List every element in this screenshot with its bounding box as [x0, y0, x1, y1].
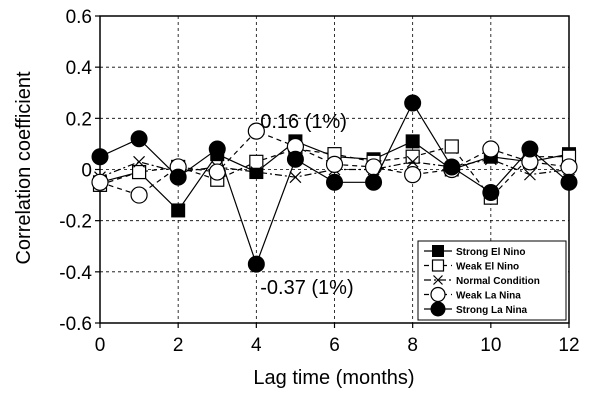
legend-marker — [433, 275, 443, 285]
x-axis-ticks: 0 2 4 6 8 10 12 — [95, 323, 580, 356]
data-point-normal-condition — [523, 168, 536, 181]
data-point-strong-la-nina — [247, 255, 265, 273]
x-tick-label: 2 — [173, 335, 184, 356]
data-point-weak-el-nino — [249, 154, 264, 169]
x-axis-title: Lag time (months) — [253, 367, 414, 389]
y-tick-label: 0.4 — [66, 58, 93, 79]
legend-item: Weak El Nino — [424, 259, 519, 273]
data-point-strong-la-nina — [482, 184, 500, 202]
series-layer — [91, 94, 578, 273]
data-point-strong-la-nina — [521, 140, 539, 158]
data-point-weak-el-nino — [405, 149, 420, 164]
data-point-strong-la-nina — [404, 94, 422, 112]
legend-label: Weak El Nino — [456, 262, 519, 273]
x-tick-label: 4 — [251, 335, 262, 356]
annotation-label: -0.37 (1%) — [260, 277, 353, 299]
y-tick-label: -0.4 — [59, 263, 92, 284]
data-point-strong-la-nina — [208, 140, 226, 158]
legend-marker — [430, 286, 446, 303]
data-point-strong-la-nina — [326, 173, 343, 191]
y-axis-title: Correlation coefficient — [13, 71, 35, 265]
data-point-weak-la-nina — [364, 158, 383, 176]
data-point-strong-la-nina — [443, 158, 461, 176]
x-tick-label: 6 — [329, 335, 340, 356]
data-point-normal-condition — [406, 155, 419, 168]
legend-item: Weak La Nina — [424, 286, 521, 303]
data-point-strong-la-nina — [169, 168, 187, 186]
data-point-strong-el-nino — [171, 203, 186, 218]
x-tick-label: 12 — [558, 335, 579, 356]
data-point-weak-la-nina — [247, 122, 265, 140]
data-point-strong-la-nina — [130, 130, 148, 148]
data-point-weak-el-nino — [444, 139, 459, 154]
x-tick-label: 0 — [95, 335, 106, 356]
data-point-strong-la-nina — [91, 148, 109, 166]
legend-label: Normal Condition — [456, 276, 540, 287]
data-point-strong-la-nina — [560, 173, 578, 191]
x-tick-label: 8 — [407, 335, 418, 356]
annotation-layer: 0.16 (1%) -0.37 (1%) — [260, 111, 353, 299]
series-strong-la-nina — [91, 94, 578, 273]
data-point-normal-condition — [133, 155, 146, 168]
y-tick-label: 0 — [81, 161, 92, 182]
data-point-weak-la-nina — [404, 166, 422, 184]
y-axis-ticks: -0.6 -0.4 -0.2 0 0.2 0.4 0.6 — [59, 7, 100, 335]
legend-marker — [431, 259, 445, 272]
data-point-weak-la-nina — [325, 155, 344, 173]
legend-label: Strong El Nino — [456, 247, 525, 258]
data-point-strong-la-nina — [286, 150, 304, 168]
annotation-label: 0.16 (1%) — [260, 111, 347, 133]
legend-item: Normal Condition — [424, 275, 540, 287]
data-point-weak-la-nina — [130, 186, 148, 204]
data-point-weak-la-nina — [482, 140, 500, 158]
legend-marker — [432, 245, 444, 257]
y-tick-label: 0.6 — [66, 7, 92, 28]
data-point-strong-la-nina — [365, 173, 383, 191]
legend-item: Strong El Nino — [424, 245, 525, 258]
legend-marker — [430, 301, 446, 317]
x-tick-label: 10 — [480, 335, 501, 356]
legend-item: Strong La Nina — [424, 301, 528, 317]
y-tick-label: 0.2 — [66, 109, 92, 130]
data-point-normal-condition — [289, 171, 302, 184]
legend: Strong El Nino Weak El Nino Normal Conditi… — [417, 240, 567, 321]
legend-label: Weak La Nina — [456, 291, 521, 302]
data-point-normal-condition — [250, 166, 263, 178]
y-tick-label: -0.2 — [59, 212, 92, 233]
data-point-weak-el-nino — [131, 164, 147, 180]
data-point-weak-la-nina — [91, 173, 109, 191]
y-tick-label: -0.6 — [59, 314, 92, 335]
data-point-strong-el-nino — [405, 134, 420, 149]
legend-label: Strong La Nina — [456, 305, 528, 316]
data-point-weak-la-nina — [560, 158, 578, 176]
